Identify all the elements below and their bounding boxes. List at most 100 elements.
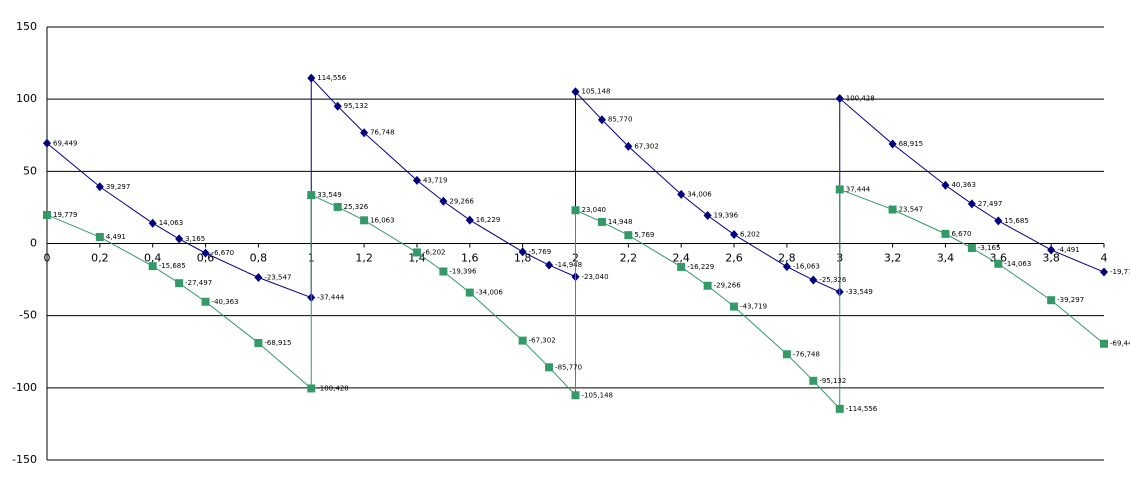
x-tick-label: 2,2 [620,252,638,265]
point [677,262,686,271]
data-label: -67,302 [529,337,556,345]
data-label: -43,719 [740,303,767,311]
data-label: -23,547 [264,273,291,281]
data-label: 6,670 [951,230,971,238]
data-label: 39,297 [106,183,131,191]
data-label: -5,769 [529,248,552,256]
data-label: -14,063 [1004,260,1031,268]
x-tick-label: 2,8 [778,252,796,265]
data-label: -39,297 [1057,296,1084,304]
point [994,216,1003,226]
point [941,229,950,238]
y-tick-label: 50 [23,164,37,177]
point [835,94,844,104]
x-tick-label: 3,8 [1042,252,1060,265]
point [254,338,263,347]
point [888,205,897,214]
point [465,215,474,225]
data-label: 114,556 [317,74,346,82]
point [624,141,633,151]
data-label: 19,396 [714,212,739,220]
data-label: 76,748 [370,129,395,137]
point [465,288,474,297]
data-label: -16,229 [687,263,714,271]
data-label: -69,449 [1110,340,1130,348]
point [518,247,527,257]
data-label: -114,556 [846,405,878,413]
data-label: 33,549 [317,191,342,199]
x-tick-label: 0,4 [144,252,162,265]
data-label: -76,748 [793,350,820,358]
data-label: 3,165 [185,235,205,243]
data-label: 68,915 [899,140,924,148]
x-tick-label: 0,8 [250,252,268,265]
data-label: -14,948 [555,261,582,269]
data-label: 16,063 [370,216,395,224]
point [95,233,104,242]
point [941,180,950,190]
data-label: 25,326 [344,203,369,211]
data-label: -29,266 [714,282,742,290]
point [148,218,157,228]
point [43,210,51,219]
data-label: 14,948 [608,218,633,226]
data-label: -105,148 [582,391,613,399]
y-tick-label: 100 [16,92,37,105]
data-label: -6,670 [212,249,235,257]
y-tick-label: -150 [12,453,37,466]
data-label: -19,779 [1110,268,1130,276]
point [1100,267,1108,277]
point [412,248,421,257]
data-label: 100,428 [846,95,875,103]
series-line [46,76,1105,299]
point [730,302,739,311]
point [360,128,369,138]
y-tick-label: -100 [12,381,37,394]
point [439,196,448,206]
data-label: -25,326 [819,276,847,284]
data-label: 34,006 [687,190,712,198]
point [175,279,184,288]
point [835,404,844,413]
series-line [46,188,1105,411]
point [95,182,104,192]
y-tick-label: 0 [30,237,37,250]
point [782,350,791,359]
point [1100,339,1108,348]
data-label: 40,363 [951,181,976,189]
point [730,230,739,240]
data-label: 69,449 [53,139,78,147]
point [597,217,606,226]
point [360,216,369,225]
point [571,206,580,215]
data-label: -19,396 [449,267,477,275]
y-tick-label: -50 [19,309,37,322]
data-label: -85,770 [555,363,582,371]
point [835,185,844,194]
point [782,262,791,272]
point [809,376,818,385]
x-tick-label: 4 [1101,252,1108,265]
data-label: -95,132 [819,377,846,385]
point [307,191,316,200]
point [571,87,580,97]
data-label: -68,915 [264,339,291,347]
point [307,73,316,83]
point [624,231,633,240]
data-label: 37,444 [846,185,871,193]
point [201,297,210,306]
point [1047,296,1056,305]
x-tick-label: 1,6 [461,252,479,265]
point [254,272,263,282]
x-tick-label: 2,4 [672,252,690,265]
x-tick-label: 1,8 [514,252,532,265]
data-label: 4,491 [106,233,126,241]
point [994,259,1003,268]
point [43,138,51,148]
data-label: -34,006 [476,289,504,297]
data-label: -40,363 [212,298,239,306]
point [571,391,580,400]
data-label: 67,302 [634,142,659,150]
data-label: 14,063 [159,219,184,227]
y-tick-label: 150 [16,20,37,33]
